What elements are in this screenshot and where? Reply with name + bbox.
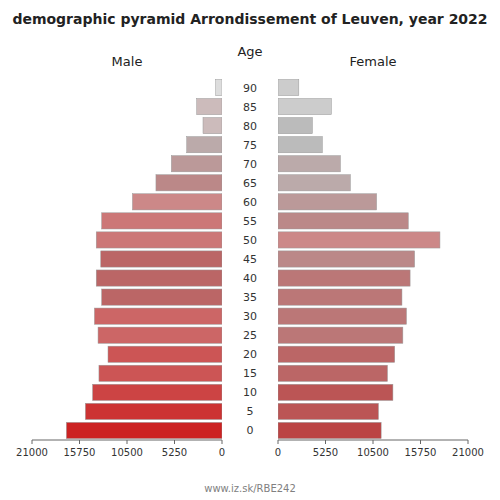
tick-label: 0 bbox=[247, 424, 254, 437]
tick-label: 45 bbox=[243, 253, 257, 266]
tick-label: 15750 bbox=[64, 447, 96, 458]
bar bbox=[102, 289, 222, 305]
bar bbox=[85, 403, 222, 419]
tick-label: 15 bbox=[243, 367, 257, 380]
tick bbox=[468, 440, 469, 444]
bars bbox=[278, 79, 440, 438]
tick-label: 65 bbox=[243, 177, 257, 190]
tick-label: 10500 bbox=[111, 447, 143, 458]
tick-label: 55 bbox=[243, 215, 257, 228]
chart: demographic pyramid Arrondissement of Le… bbox=[0, 0, 500, 500]
tick bbox=[373, 440, 374, 444]
tick-label: 75 bbox=[243, 139, 257, 152]
bar bbox=[96, 270, 222, 286]
tick-label: 30 bbox=[243, 310, 257, 323]
tick-label: 80 bbox=[243, 120, 257, 133]
tick bbox=[79, 440, 80, 444]
bar bbox=[278, 422, 381, 438]
bar bbox=[278, 137, 322, 153]
bar bbox=[278, 308, 406, 324]
axis-label: Age bbox=[237, 44, 262, 59]
bar bbox=[66, 422, 222, 438]
bar bbox=[102, 213, 222, 229]
tick-label: 85 bbox=[243, 101, 257, 114]
series-header: Female bbox=[349, 54, 396, 69]
tick bbox=[174, 440, 175, 444]
tick-label: 21000 bbox=[16, 447, 48, 458]
tick-label: 21000 bbox=[452, 447, 484, 458]
bar bbox=[278, 232, 440, 248]
tick-label: 90 bbox=[243, 82, 257, 95]
bar bbox=[171, 156, 222, 172]
tick bbox=[278, 440, 279, 444]
bar bbox=[278, 175, 350, 191]
bar bbox=[278, 79, 299, 95]
bar bbox=[98, 327, 222, 343]
series-header: Male bbox=[112, 54, 143, 69]
bar bbox=[96, 232, 222, 248]
bar bbox=[101, 251, 222, 267]
bar bbox=[278, 365, 387, 381]
bar bbox=[278, 327, 403, 343]
bar bbox=[203, 118, 222, 134]
tick-label: 70 bbox=[243, 158, 257, 171]
bar bbox=[278, 213, 408, 229]
tick-label: 10500 bbox=[357, 447, 389, 458]
bar bbox=[278, 403, 378, 419]
tick-label: 35 bbox=[243, 291, 257, 304]
bar bbox=[278, 194, 377, 210]
bar bbox=[278, 118, 312, 134]
tick-label: 20 bbox=[243, 348, 257, 361]
tick bbox=[32, 440, 33, 444]
bar bbox=[278, 270, 410, 286]
bar bbox=[187, 137, 222, 153]
tick-label: 5250 bbox=[313, 447, 338, 458]
bars bbox=[66, 79, 222, 438]
bar bbox=[94, 308, 222, 324]
tick bbox=[127, 440, 128, 444]
bar bbox=[278, 289, 402, 305]
bar bbox=[278, 156, 340, 172]
tick-label: 15750 bbox=[405, 447, 437, 458]
bar bbox=[278, 346, 395, 362]
tick-label: 50 bbox=[243, 234, 257, 247]
bar bbox=[93, 384, 222, 400]
bar bbox=[99, 365, 222, 381]
tick-label: 10 bbox=[243, 386, 257, 399]
tick-label: 0 bbox=[219, 447, 225, 458]
tick-label: 25 bbox=[243, 329, 257, 342]
bar bbox=[216, 79, 222, 95]
bar bbox=[278, 98, 331, 114]
bar bbox=[278, 384, 393, 400]
bar bbox=[197, 98, 222, 114]
bar bbox=[132, 194, 222, 210]
tick bbox=[325, 440, 326, 444]
tick-label: 5 bbox=[247, 405, 254, 418]
tick-label: 40 bbox=[243, 272, 257, 285]
tick-label: 60 bbox=[243, 196, 257, 209]
tick bbox=[222, 440, 223, 444]
bar bbox=[156, 175, 222, 191]
bar bbox=[278, 251, 415, 267]
tick-label: 0 bbox=[275, 447, 281, 458]
tick-label: 5250 bbox=[162, 447, 187, 458]
title: demographic pyramid Arrondissement of Le… bbox=[12, 11, 487, 27]
tick bbox=[420, 440, 421, 444]
watermark: www.iz.sk/RBE242 bbox=[204, 483, 296, 494]
bar bbox=[108, 346, 222, 362]
